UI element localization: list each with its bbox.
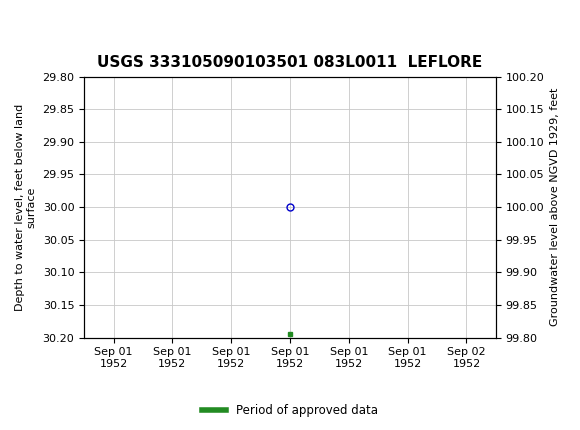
Text: ≡USGS: ≡USGS (10, 10, 81, 28)
Y-axis label: Groundwater level above NGVD 1929, feet: Groundwater level above NGVD 1929, feet (550, 88, 560, 326)
Legend: Period of approved data: Period of approved data (198, 399, 382, 422)
Y-axis label: Depth to water level, feet below land
surface: Depth to water level, feet below land su… (15, 104, 37, 310)
Title: USGS 333105090103501 083L0011  LEFLORE: USGS 333105090103501 083L0011 LEFLORE (97, 55, 483, 70)
